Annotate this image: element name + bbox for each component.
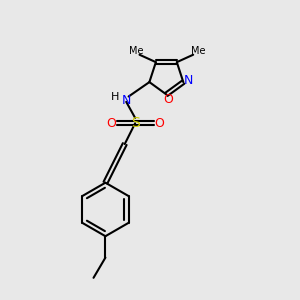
Text: Me: Me (191, 46, 206, 56)
Text: O: O (106, 117, 116, 130)
Text: S: S (131, 116, 140, 130)
Text: H: H (111, 92, 119, 101)
Text: N: N (183, 74, 193, 87)
Text: O: O (154, 117, 164, 130)
Text: N: N (122, 94, 131, 107)
Text: Me: Me (129, 46, 144, 56)
Text: O: O (163, 93, 173, 106)
